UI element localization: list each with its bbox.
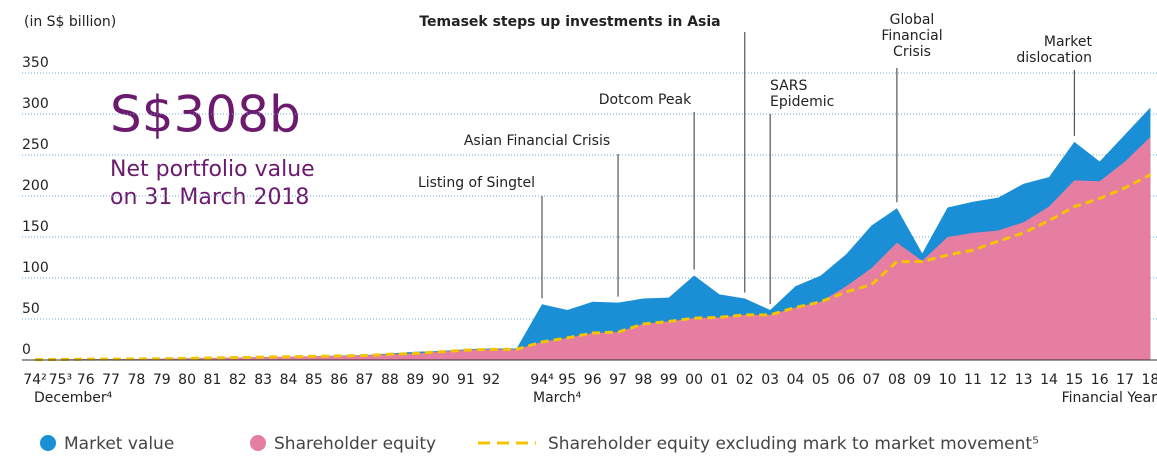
legend-label: Market value xyxy=(64,434,174,454)
x-tick-label: 16 xyxy=(1091,372,1109,388)
x-tick-label: 84 xyxy=(280,372,298,388)
period-label: Financial Year xyxy=(1062,390,1157,406)
x-tick-label: 75³ xyxy=(49,372,72,388)
legend-swatch xyxy=(250,435,266,451)
annotation: Dotcom Peak xyxy=(599,92,692,108)
period-label: December⁴ xyxy=(34,390,113,406)
x-tick-label: 11 xyxy=(964,372,982,388)
annotation: Listing of Singtel xyxy=(418,175,535,191)
x-tick-label: 01 xyxy=(711,372,729,388)
subheadline: Net portfolio value xyxy=(110,157,315,182)
y-tick-label: 50 xyxy=(22,301,40,317)
annotation: Crisis xyxy=(893,44,931,60)
x-tick-label: 98 xyxy=(634,372,652,388)
x-tick-label: 83 xyxy=(254,372,272,388)
y-tick-label: 300 xyxy=(22,96,49,112)
x-tick-label: 14 xyxy=(1040,372,1058,388)
x-tick-label: 89 xyxy=(406,372,424,388)
y-tick-label: 350 xyxy=(22,55,49,71)
x-tick-label: 09 xyxy=(913,372,931,388)
annotation: Epidemic xyxy=(770,94,834,110)
x-tick-label: 03 xyxy=(761,372,779,388)
x-tick-label: 10 xyxy=(939,372,957,388)
x-tick-label: 15 xyxy=(1065,372,1083,388)
x-tick-label: 76 xyxy=(77,372,95,388)
annotation: Temasek steps up investments in Asia xyxy=(419,14,720,30)
x-tick-label: 88 xyxy=(381,372,399,388)
x-tick-label: 08 xyxy=(888,372,906,388)
x-tick-label: 17 xyxy=(1116,372,1134,388)
x-tick-label: 07 xyxy=(863,372,881,388)
annotation: Global xyxy=(890,12,935,28)
x-tick-label: 90 xyxy=(432,372,450,388)
y-tick-label: 250 xyxy=(22,137,49,153)
x-tick-label: 05 xyxy=(812,372,830,388)
x-tick-label: 80 xyxy=(178,372,196,388)
annotation: dislocation xyxy=(1016,50,1092,66)
x-tick-label: 81 xyxy=(204,372,222,388)
x-tick-label: 92 xyxy=(482,372,500,388)
x-tick-label: 00 xyxy=(685,372,703,388)
x-tick-label: 96 xyxy=(584,372,602,388)
x-tick-label: 82 xyxy=(229,372,247,388)
period-label: March⁴ xyxy=(533,390,582,406)
x-tick-label: 94⁴ xyxy=(530,372,554,388)
legend-swatch xyxy=(40,435,56,451)
legend-label: Shareholder equity xyxy=(274,434,436,454)
x-tick-label: 04 xyxy=(787,372,805,388)
x-tick-label: 85 xyxy=(305,372,323,388)
legend-label: Shareholder equity excluding mark to mar… xyxy=(548,434,1039,454)
y-tick-label: 100 xyxy=(22,260,49,276)
area xyxy=(35,136,1151,360)
x-tick-label: 99 xyxy=(660,372,678,388)
x-tick-label: 13 xyxy=(1015,372,1033,388)
x-tick-label: 77 xyxy=(102,372,120,388)
annotation: Market xyxy=(1044,34,1093,50)
y-tick-label: 200 xyxy=(22,178,49,194)
annotation: Financial xyxy=(881,28,942,44)
x-tick-label: 78 xyxy=(127,372,145,388)
x-tick-label: 74² xyxy=(23,372,46,388)
x-tick-label: 18 xyxy=(1141,372,1157,388)
x-tick-label: 95 xyxy=(558,372,576,388)
x-tick-label: 12 xyxy=(989,372,1007,388)
x-tick-label: 87 xyxy=(356,372,374,388)
subheadline: on 31 March 2018 xyxy=(110,185,309,210)
y-tick-label: 150 xyxy=(22,219,49,235)
unit-label: (in S$ billion) xyxy=(24,14,116,30)
x-tick-label: 86 xyxy=(330,372,348,388)
y-tick-label: 0 xyxy=(22,342,31,358)
x-tick-label: 79 xyxy=(153,372,171,388)
x-tick-label: 06 xyxy=(837,372,855,388)
x-tick-label: 02 xyxy=(736,372,754,388)
line xyxy=(34,173,1152,362)
x-tick-label: 91 xyxy=(457,372,475,388)
annotation: SARS xyxy=(770,78,807,94)
x-tick-label: 97 xyxy=(609,372,627,388)
annotation: Asian Financial Crisis xyxy=(464,133,610,149)
